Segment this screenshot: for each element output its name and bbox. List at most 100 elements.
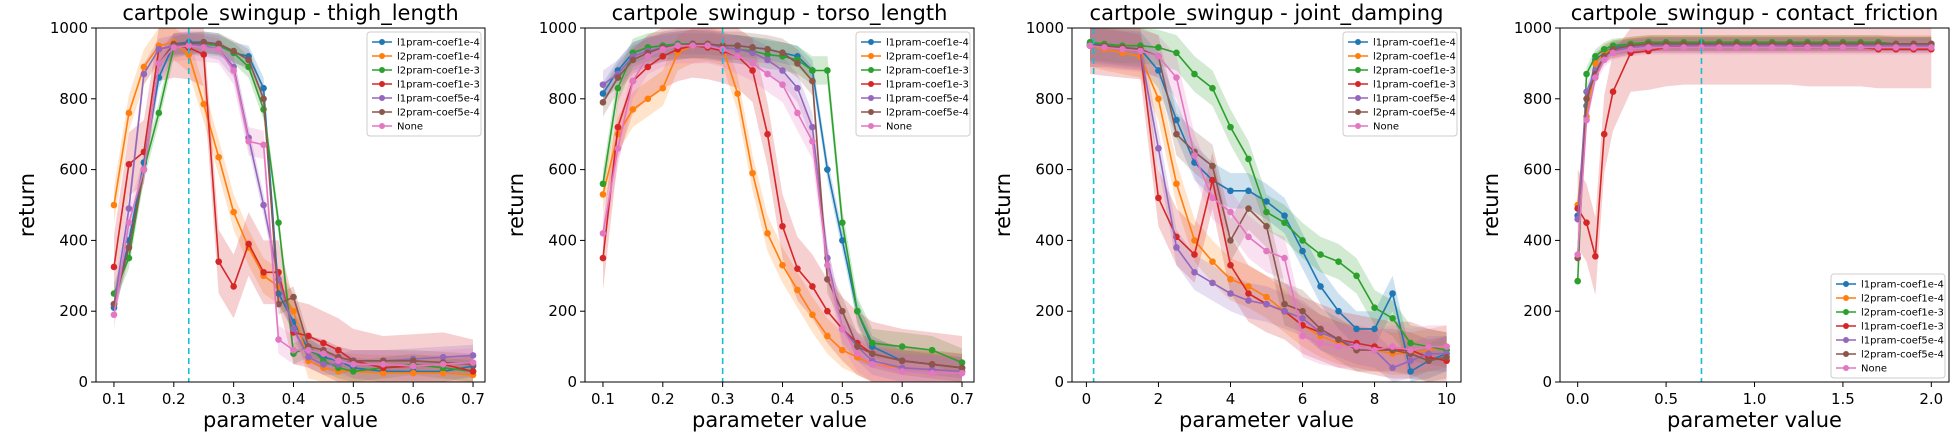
- data-point: [409, 362, 417, 370]
- data-point: [1173, 244, 1180, 251]
- data-point: [809, 123, 816, 131]
- data-point: [305, 346, 312, 354]
- data-point: [659, 45, 667, 53]
- data-point: [230, 47, 237, 55]
- data-point: [185, 42, 193, 49]
- data-point: [1443, 343, 1450, 350]
- data-point: [1371, 304, 1378, 311]
- chart-title: cartpole_swingup - thigh_length: [122, 1, 458, 26]
- legend-entry: l2pram-coef1e-4: [886, 52, 969, 63]
- legend-entry: l1pram-coef5e-4: [1861, 336, 1944, 347]
- data-point: [215, 45, 222, 53]
- data-point: [290, 346, 297, 354]
- legend-swatch-marker: [379, 123, 385, 129]
- data-point: [1245, 205, 1252, 212]
- data-point: [1592, 60, 1599, 67]
- series-band-5: [603, 29, 962, 382]
- legend-swatch-marker: [379, 53, 385, 59]
- data-point: [275, 219, 282, 226]
- data-point: [779, 81, 786, 88]
- legend-entry: l1pram-coef1e-3: [397, 80, 480, 91]
- legend-entry: None: [397, 122, 423, 133]
- data-point: [1910, 44, 1917, 51]
- x-tick-label: 0.6: [890, 390, 914, 408]
- series-line-3: [602, 44, 963, 369]
- data-point: [305, 332, 312, 340]
- data-point: [689, 42, 697, 49]
- data-point: [230, 283, 237, 290]
- data-point: [764, 51, 771, 58]
- series-band-2: [603, 29, 962, 377]
- data-point: [140, 166, 148, 173]
- data-point: [898, 357, 906, 365]
- data-point: [1101, 44, 1108, 51]
- x-tick-label: 0.7: [461, 390, 485, 408]
- data-point: [749, 49, 756, 57]
- data-point: [1191, 268, 1198, 276]
- data-point: [599, 90, 607, 97]
- legend-swatch-marker: [1843, 281, 1849, 287]
- data-point: [1209, 279, 1216, 287]
- legend-swatch-marker: [1355, 39, 1361, 45]
- legend-swatch-marker: [1843, 337, 1849, 343]
- legend: l1pram-coef1e-4 l2pram-coef1e-4 l2pram-coe…: [366, 31, 482, 137]
- data-point: [1227, 237, 1234, 244]
- x-tick-label: 1.5: [1831, 390, 1855, 408]
- x-tick-label: 0.6: [401, 390, 425, 408]
- data-point: [1600, 56, 1608, 64]
- data-point: [1786, 44, 1794, 51]
- legend-entry: None: [1373, 122, 1399, 133]
- y-tick-label: 200: [59, 302, 88, 320]
- data-point: [1609, 49, 1617, 57]
- data-point: [245, 56, 252, 64]
- legend-swatch-marker: [1843, 295, 1849, 301]
- legend-entry: l1pram-coef1e-3: [1861, 322, 1944, 333]
- data-point: [1371, 346, 1378, 354]
- data-point: [1227, 261, 1234, 269]
- data-point: [320, 350, 327, 357]
- data-point: [824, 67, 831, 74]
- data-layer: [599, 28, 966, 382]
- data-point: [1263, 198, 1270, 205]
- legend-entry: l1pram-coef1e-3: [1373, 80, 1456, 91]
- series-band-3: [1577, 28, 1932, 296]
- series-line-4: [602, 43, 963, 373]
- legend-swatch-marker: [1355, 95, 1361, 101]
- data-point: [824, 261, 831, 269]
- data-point: [1425, 343, 1432, 350]
- x-tick-label: 0.5: [341, 390, 365, 408]
- chart-title: cartpole_swingup - torso_length: [612, 1, 948, 26]
- legend-entry: l1pram-coef5e-4: [397, 94, 480, 105]
- data-point: [1389, 343, 1396, 350]
- data-point: [1335, 343, 1342, 350]
- data-point: [1155, 53, 1162, 60]
- data-point: [1119, 45, 1126, 53]
- data-point: [155, 109, 163, 117]
- legend: l1pram-coef1e-4 l2pram-coef1e-4 l2pram-coe…: [1830, 273, 1946, 379]
- series-band-5: [1090, 28, 1447, 382]
- series-line-6: [602, 44, 962, 374]
- data-point: [1191, 251, 1198, 258]
- data-point: [1263, 300, 1270, 308]
- series-band-4: [603, 29, 962, 382]
- y-tick-label: 1000: [1026, 19, 1064, 37]
- legend-swatch-marker: [379, 67, 385, 73]
- data-point: [809, 137, 816, 145]
- data-point: [1227, 290, 1234, 297]
- x-tick-label: 2: [1154, 390, 1164, 408]
- data-point: [1173, 116, 1180, 124]
- data-point: [629, 56, 637, 64]
- data-point: [1317, 251, 1324, 258]
- data-point: [1137, 47, 1144, 55]
- legend-swatch-marker: [868, 53, 874, 59]
- data-point: [125, 244, 133, 251]
- data-point: [1245, 187, 1252, 195]
- y-axis-label: return: [15, 173, 39, 237]
- data-point: [1928, 44, 1935, 51]
- data-point: [809, 283, 816, 290]
- data-point: [749, 60, 756, 67]
- y-tick-label: 800: [548, 90, 577, 108]
- data-point: [230, 208, 237, 216]
- y-tick-label: 1000: [539, 19, 577, 37]
- data-point: [1407, 368, 1414, 375]
